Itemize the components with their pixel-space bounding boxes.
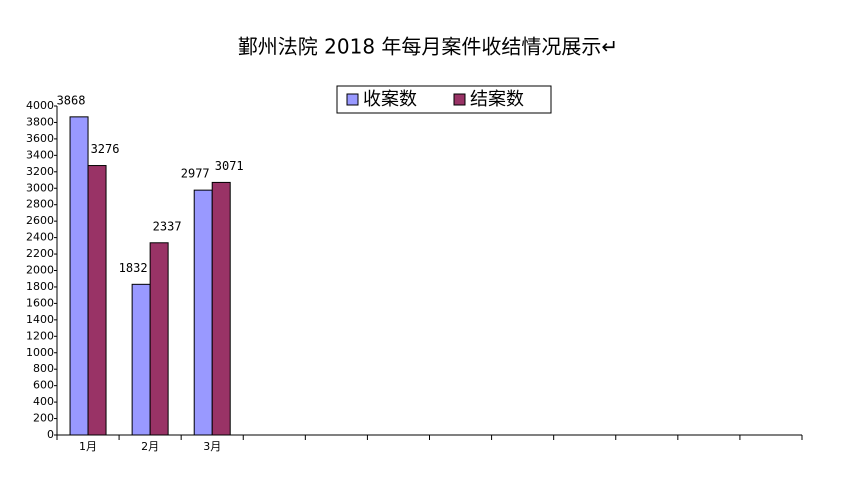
y-tick-label: 600 (33, 379, 54, 392)
value-label: 3071 (215, 159, 244, 173)
y-tick-label: 1400 (26, 313, 54, 326)
y-tick-label: 2600 (26, 214, 54, 227)
y-tick-label: 1600 (26, 296, 54, 309)
x-tick-label: 2月 (141, 440, 159, 453)
y-tick-label: 3600 (26, 132, 54, 145)
legend-swatch (453, 93, 466, 106)
y-tick-label: 1800 (26, 280, 54, 293)
y-tick-label: 3400 (26, 148, 54, 161)
value-label: 3868 (57, 93, 86, 107)
legend-swatch (346, 93, 359, 106)
y-tick-label: 4000 (26, 99, 54, 112)
bar (131, 283, 151, 436)
value-label: 1832 (119, 261, 148, 275)
bar (211, 181, 231, 436)
value-label: 2977 (181, 167, 210, 181)
y-tick-label: 1200 (26, 329, 54, 342)
value-label: 3276 (91, 142, 120, 156)
value-label: 2337 (153, 219, 182, 233)
bar (87, 165, 107, 436)
y-tick-label: 1000 (26, 346, 54, 359)
x-tick-label: 1月 (79, 440, 97, 453)
legend-label: 收案数 (363, 89, 417, 110)
legend-box (336, 85, 552, 114)
y-tick-label: 2800 (26, 198, 54, 211)
bar (193, 189, 213, 436)
chart-title: 鄞州法院 2018 年每月案件收结情况展示↵ (238, 35, 618, 59)
y-tick-label: 3200 (26, 165, 54, 178)
bar (149, 242, 169, 436)
x-tick-label: 3月 (203, 440, 221, 453)
legend-label: 结案数 (470, 89, 524, 110)
y-tick-label: 3800 (26, 115, 54, 128)
y-tick-label: 2000 (26, 264, 54, 277)
y-tick-label: 3000 (26, 181, 54, 194)
y-tick-label: 800 (33, 362, 54, 375)
y-tick-label: 0 (47, 428, 54, 441)
y-tick-label: 200 (33, 412, 54, 425)
y-tick-label: 2400 (26, 231, 54, 244)
y-tick-label: 2200 (26, 247, 54, 260)
y-tick-label: 400 (33, 395, 54, 408)
bar (69, 116, 89, 436)
